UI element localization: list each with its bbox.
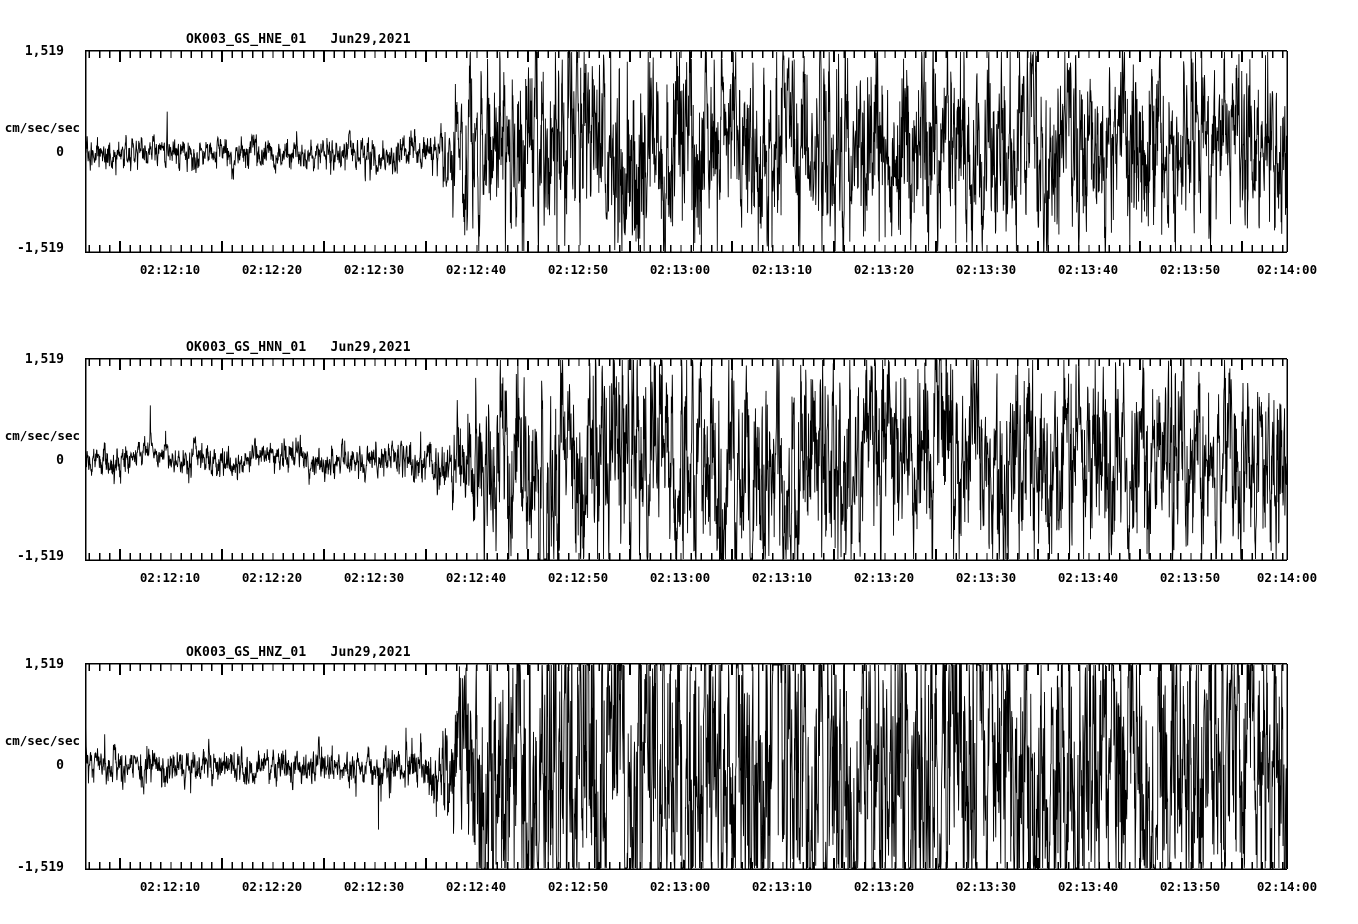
y-tick-min-hnn: -1,519 (17, 549, 64, 564)
x-tick-label: 02:12:20 (241, 262, 303, 277)
y-axis-unit-hnn: cm/sec/sec (4, 428, 80, 443)
panel-title-hnn: OK003_GS_HNN_01 Jun29,2021 (186, 340, 411, 355)
x-tick-label: 02:13:10 (751, 879, 813, 894)
x-tick-label: 02:13:30 (955, 879, 1017, 894)
x-tick-label: 02:14:00 (1256, 879, 1318, 894)
y-tick-zero-hnz: 0 (56, 758, 64, 773)
x-tick-label: 02:13:50 (1159, 879, 1221, 894)
y-tick-zero-hne: 0 (56, 145, 64, 160)
x-tick-label: 02:13:10 (751, 262, 813, 277)
plot-area-hne (85, 50, 1288, 253)
x-tick-label: 02:12:10 (139, 570, 201, 585)
panel-hnz: OK003_GS_HNZ_01 Jun29,2021 cm/sec/sec 1,… (0, 613, 1358, 924)
x-tick-label: 02:13:00 (649, 879, 711, 894)
waveform-trace (85, 51, 1288, 252)
x-tick-label: 02:12:50 (547, 262, 609, 277)
y-tick-min-hnz: -1,519 (17, 860, 64, 875)
y-tick-max-hne: 1,519 (24, 44, 64, 59)
x-tick-label: 02:12:40 (445, 879, 507, 894)
y-tick-max-hnn: 1,519 (24, 352, 64, 367)
y-tick-max-hnz: 1,519 (24, 657, 64, 672)
x-tick-label: 02:12:40 (445, 570, 507, 585)
x-tick-label: 02:12:20 (241, 879, 303, 894)
y-tick-zero-hnn: 0 (56, 453, 64, 468)
panel-title-hnz: OK003_GS_HNZ_01 Jun29,2021 (186, 645, 411, 660)
x-tick-label: 02:12:50 (547, 879, 609, 894)
x-tick-label: 02:13:20 (853, 879, 915, 894)
waveform-trace (85, 663, 1288, 869)
x-tick-label: 02:14:00 (1256, 262, 1318, 277)
x-tick-label: 02:13:00 (649, 570, 711, 585)
x-tick-label: 02:13:50 (1159, 262, 1221, 277)
plot-area-hnz (85, 663, 1288, 870)
x-tick-label: 02:12:30 (343, 262, 405, 277)
x-tick-label: 02:14:00 (1256, 570, 1318, 585)
x-tick-label: 02:13:50 (1159, 570, 1221, 585)
x-tick-label: 02:12:30 (343, 570, 405, 585)
x-tick-label: 02:13:40 (1057, 570, 1119, 585)
axis-frame (85, 358, 1288, 561)
panel-hne: OK003_GS_HNE_01 Jun29,2021 cm/sec/sec 1,… (0, 0, 1358, 310)
y-tick-min-hne: -1,519 (17, 241, 64, 256)
y-axis-unit-hnz: cm/sec/sec (4, 733, 80, 748)
x-tick-label: 02:12:30 (343, 879, 405, 894)
x-tick-label: 02:13:10 (751, 570, 813, 585)
x-tick-label: 02:13:20 (853, 570, 915, 585)
x-tick-label: 02:13:30 (955, 570, 1017, 585)
plot-area-hnn (85, 358, 1288, 561)
x-tick-label: 02:12:20 (241, 570, 303, 585)
waveform-trace (85, 359, 1288, 560)
x-tick-label: 02:12:50 (547, 570, 609, 585)
x-tick-label: 02:13:40 (1057, 262, 1119, 277)
x-tick-label: 02:12:10 (139, 262, 201, 277)
x-tick-label: 02:13:40 (1057, 879, 1119, 894)
x-tick-label: 02:13:20 (853, 262, 915, 277)
x-tick-label: 02:12:40 (445, 262, 507, 277)
x-tick-label: 02:13:00 (649, 262, 711, 277)
x-tick-label: 02:13:30 (955, 262, 1017, 277)
y-axis-unit-hne: cm/sec/sec (4, 120, 80, 135)
x-tick-label: 02:12:10 (139, 879, 201, 894)
axis-frame (85, 50, 1288, 253)
panel-title-hne: OK003_GS_HNE_01 Jun29,2021 (186, 32, 411, 47)
panel-hnn: OK003_GS_HNN_01 Jun29,2021 cm/sec/sec 1,… (0, 308, 1358, 618)
